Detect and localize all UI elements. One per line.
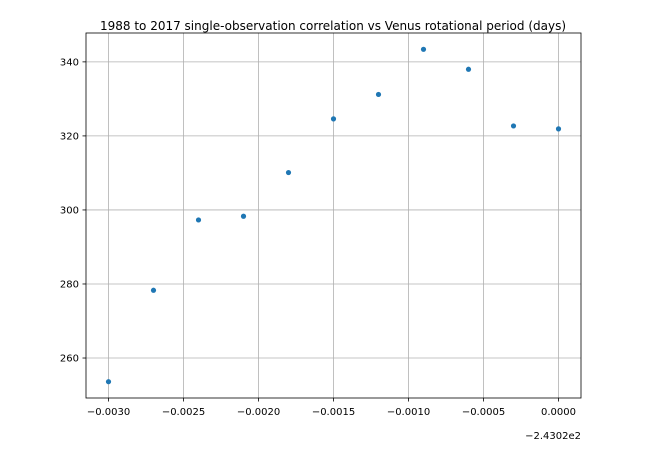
x-tick-label: −0.0005 bbox=[462, 407, 505, 418]
data-point bbox=[195, 217, 202, 223]
data-point bbox=[330, 116, 337, 122]
data-point bbox=[240, 213, 247, 219]
data-point bbox=[105, 379, 112, 385]
x-tick-label: −0.0015 bbox=[312, 407, 355, 418]
y-tick-label: 300 bbox=[60, 206, 79, 217]
x-axis-offset-label: −2.4302e2 bbox=[525, 431, 581, 442]
y-tick-label: 260 bbox=[60, 354, 79, 365]
x-tick-label: −0.0020 bbox=[237, 407, 280, 418]
y-tick-label: 340 bbox=[60, 57, 79, 68]
data-point bbox=[285, 169, 292, 176]
chart-title: 1988 to 2017 single-observation correlat… bbox=[100, 19, 566, 33]
x-axis-ticks: −0.0030 −0.0025 −0.0020 −0.0015 −0.0010 −0.00… bbox=[87, 398, 576, 418]
y-tick-label: 280 bbox=[60, 280, 79, 291]
y-axis-ticks: 260 280 300 320 340 bbox=[60, 57, 86, 365]
x-tick-label: 0.0000 bbox=[541, 407, 576, 418]
data-point bbox=[510, 123, 517, 129]
y-tick-label: 320 bbox=[60, 132, 79, 143]
grid-lines bbox=[86, 33, 581, 398]
data-points bbox=[105, 46, 562, 385]
data-point bbox=[555, 126, 562, 132]
data-point bbox=[465, 66, 472, 72]
data-point bbox=[420, 46, 427, 52]
x-tick-label: −0.0025 bbox=[162, 407, 205, 418]
data-point bbox=[375, 91, 382, 98]
data-point bbox=[150, 287, 157, 293]
x-tick-label: −0.0010 bbox=[387, 407, 430, 418]
x-tick-label: −0.0030 bbox=[87, 407, 130, 418]
